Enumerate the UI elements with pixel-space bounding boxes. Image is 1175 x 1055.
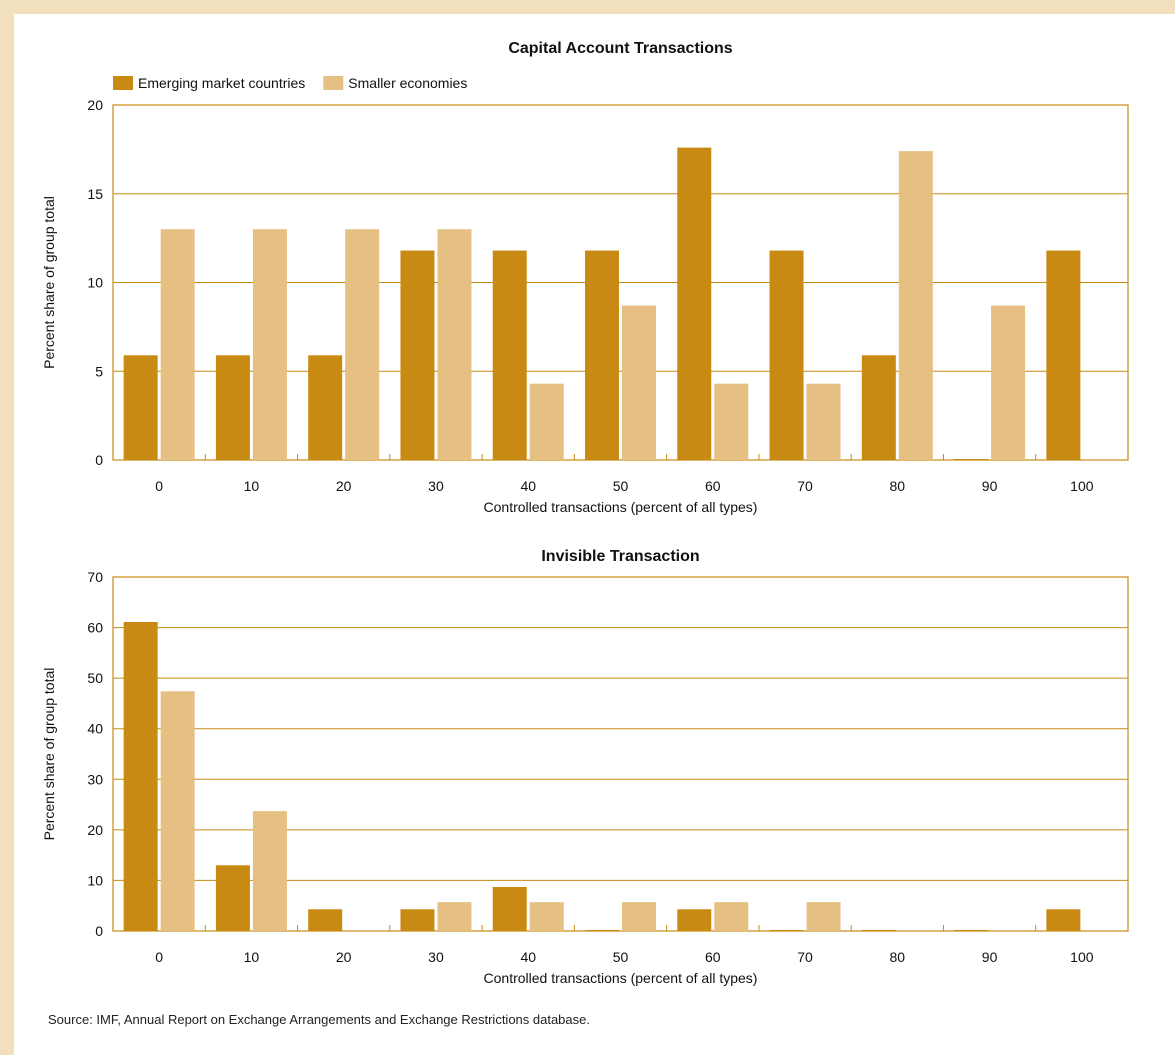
chart1-bar-s0-c2: [308, 355, 343, 460]
chart1-bar-s0-c6: [677, 147, 712, 460]
chart1-bar-s1-c6: [714, 383, 749, 460]
chart2-xtick-label-0: 0: [155, 949, 163, 965]
chart1-bar-s1-c2: [345, 229, 380, 460]
chart2-bar-s1-c4: [529, 902, 564, 931]
chart1-xtick-label-10: 100: [1070, 478, 1094, 494]
chart2-bar-s0-c4: [492, 887, 527, 931]
chart1-xtick-label-1: 10: [244, 478, 260, 494]
chart2-bar-s0-c1: [215, 865, 250, 931]
chart1-bar-s0-c9: [954, 459, 989, 460]
chart2-bar-s0-c8: [861, 930, 896, 931]
chart1-title: Capital Account Transactions: [508, 40, 732, 57]
chart2-bar-s0-c5: [585, 930, 619, 931]
chart2-xtick-label-8: 80: [890, 949, 906, 965]
chart2-bar-s0-c10: [1046, 909, 1081, 931]
chart2-bar-s1-c7: [806, 902, 841, 931]
chart2-ytick-label-2: 20: [87, 822, 103, 838]
source-note: Source: IMF, Annual Report on Exchange A…: [48, 1012, 590, 1027]
chart2-bar-s0-c6: [677, 909, 712, 931]
chart1-legend-swatch-1: [323, 76, 344, 90]
chart1-bar-s1-c10: [1083, 459, 1118, 460]
chart2-bar-s1-c6: [714, 902, 749, 931]
chart2-bar-s1-c3: [437, 902, 472, 931]
chart2-bar-s0-c3: [400, 909, 435, 931]
chart1-bar-s0-c7: [769, 250, 804, 460]
chart2-ytick-label-7: 70: [87, 569, 103, 585]
chart1-bar-s0-c10: [1046, 250, 1081, 460]
chart2-xtick-label-4: 40: [520, 949, 536, 965]
chart2-xlabel: Controlled transactions (percent of all …: [484, 970, 758, 986]
chart2-bar-s0-c7: [769, 930, 804, 931]
chart2-xtick-label-10: 100: [1070, 949, 1094, 965]
chart2-xtick-label-7: 70: [797, 949, 813, 965]
chart2-title: Invisible Transaction: [541, 548, 699, 565]
chart1-ytick-label-0: 0: [95, 452, 103, 468]
chart2-bar-s0-c2: [308, 909, 343, 931]
chart1-xtick-label-6: 60: [705, 478, 721, 494]
chart1-bar-s1-c1: [252, 229, 287, 460]
chart1-bar-s0-c4: [492, 250, 527, 460]
chart1-legend-label-0: Emerging market countries: [138, 75, 305, 91]
chart1-bar-s1-c5: [622, 305, 656, 460]
chart2-bar-s1-c8: [898, 930, 933, 931]
chart2-ytick-label-3: 30: [87, 771, 103, 787]
chart1-ytick-label-3: 15: [87, 186, 103, 202]
chart2-ytick-label-5: 50: [87, 670, 103, 686]
chart1-legend-label-1: Smaller economies: [348, 75, 467, 91]
chart2-xtick-label-1: 10: [244, 949, 260, 965]
chart1-bar-s1-c7: [806, 383, 841, 460]
chart1-xtick-label-5: 50: [613, 478, 629, 494]
chart1-xtick-label-8: 80: [890, 478, 906, 494]
chart1-bar-s0-c8: [861, 355, 896, 460]
chart2-xtick-label-6: 60: [705, 949, 721, 965]
chart2-ytick-label-4: 40: [87, 721, 103, 737]
chart2-ytick-label-0: 0: [95, 923, 103, 939]
chart2-plot-frame: [112, 576, 1129, 932]
chart2-xtick-label-2: 20: [336, 949, 352, 965]
chart1-xtick-label-0: 0: [155, 478, 163, 494]
chart2-xtick-label-5: 50: [613, 949, 629, 965]
chart2-xtick-label-3: 30: [428, 949, 444, 965]
chart1-bar-s0-c5: [585, 250, 619, 460]
chart1-bar-s1-c4: [529, 383, 564, 460]
chart1-ytick-label-2: 10: [87, 275, 103, 291]
chart2-xtick-label-9: 90: [982, 949, 998, 965]
chart2-ylabel: Percent share of group total: [41, 668, 57, 841]
chart1-ytick-label-1: 5: [95, 363, 103, 379]
chart1-xtick-label-9: 90: [982, 478, 998, 494]
chart2-bar-s0-c0: [123, 622, 158, 931]
chart1-xtick-label-3: 30: [428, 478, 444, 494]
chart2-bar-s1-c0: [160, 691, 195, 931]
figure-panel: [14, 14, 1175, 1055]
chart1-xtick-label-7: 70: [797, 478, 813, 494]
chart1-bar-s1-c0: [160, 229, 195, 460]
chart2-bar-s1-c2: [345, 930, 380, 931]
chart1-ylabel: Percent share of group total: [41, 196, 57, 369]
chart1-xlabel: Controlled transactions (percent of all …: [484, 499, 758, 515]
chart1-bar-s1-c9: [991, 305, 1026, 460]
chart1-plot-frame: [112, 104, 1129, 461]
chart2-ytick-label-1: 10: [87, 872, 103, 888]
chart2-bar-s1-c1: [252, 811, 287, 931]
chart1-bar-s0-c3: [400, 250, 435, 460]
chart1-legend-swatch-0: [113, 76, 133, 90]
chart2-ytick-label-6: 60: [87, 620, 103, 636]
chart2-bar-s0-c9: [954, 930, 989, 931]
chart2-bar-s1-c5: [622, 902, 656, 931]
chart1-bar-s1-c3: [437, 229, 472, 460]
chart1-bar-s0-c1: [215, 355, 250, 460]
chart1-bar-s1-c8: [898, 151, 933, 460]
chart1-xtick-label-4: 40: [520, 478, 536, 494]
chart2-bar-s1-c10: [1083, 930, 1118, 931]
chart1-xtick-label-2: 20: [336, 478, 352, 494]
chart1-bar-s0-c0: [123, 355, 158, 460]
chart2-bar-s1-c9: [991, 930, 1026, 931]
chart1-ytick-label-4: 20: [87, 97, 103, 113]
